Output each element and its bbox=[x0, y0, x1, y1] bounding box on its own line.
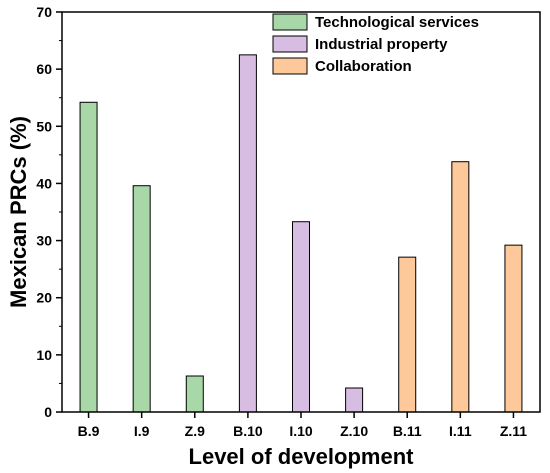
legend-swatch bbox=[272, 57, 308, 75]
bar-i-9 bbox=[132, 185, 151, 413]
axes: 0 10 20 30 40 50 60 70 B.9 I.9 Z.9 B.10 I.10 Z.10 B.11… bbox=[36, 4, 541, 439]
x-tick-label: B.11 bbox=[393, 423, 422, 439]
legend-swatch bbox=[272, 35, 308, 53]
bar-z-9 bbox=[185, 375, 204, 413]
y-tick-label: 40 bbox=[36, 175, 52, 191]
x-tick-label: Z.11 bbox=[500, 423, 527, 439]
bar-z-11 bbox=[504, 244, 523, 413]
legend: Technological services Industrial propert… bbox=[272, 13, 479, 75]
y-tick-label: 70 bbox=[36, 4, 52, 20]
y-tick-label: 0 bbox=[44, 404, 52, 420]
y-tick-label: 50 bbox=[36, 118, 52, 134]
x-tick-label: I.10 bbox=[289, 423, 313, 439]
bar-b-11 bbox=[398, 256, 417, 413]
x-tick-label: Z.9 bbox=[185, 423, 205, 439]
y-tick-label: 20 bbox=[36, 290, 52, 306]
legend-label: Technological services bbox=[315, 14, 479, 31]
legend-label: Collaboration bbox=[315, 58, 412, 75]
x-tick-label: B.10 bbox=[233, 423, 263, 439]
bar-b-10 bbox=[238, 54, 257, 413]
y-tick-label: 60 bbox=[36, 61, 52, 77]
bar-b-9 bbox=[79, 101, 98, 413]
y-tick-label: 30 bbox=[36, 233, 52, 249]
y-axis-title: Mexican PRCs (%) bbox=[6, 116, 31, 308]
bar-i-11 bbox=[451, 161, 470, 413]
x-tick-label: Z.10 bbox=[340, 423, 368, 439]
y-tick-label: 10 bbox=[36, 347, 52, 363]
x-axis-title: Level of development bbox=[189, 444, 415, 469]
legend-swatch bbox=[272, 13, 308, 31]
bar-z-10 bbox=[345, 387, 364, 413]
x-tick-label: B.9 bbox=[78, 423, 100, 439]
legend-label: Industrial property bbox=[315, 36, 448, 53]
x-tick-label: I.9 bbox=[134, 423, 150, 439]
bars bbox=[79, 54, 523, 413]
bar-i-10 bbox=[292, 221, 310, 413]
x-tick-label: I.11 bbox=[449, 423, 472, 439]
